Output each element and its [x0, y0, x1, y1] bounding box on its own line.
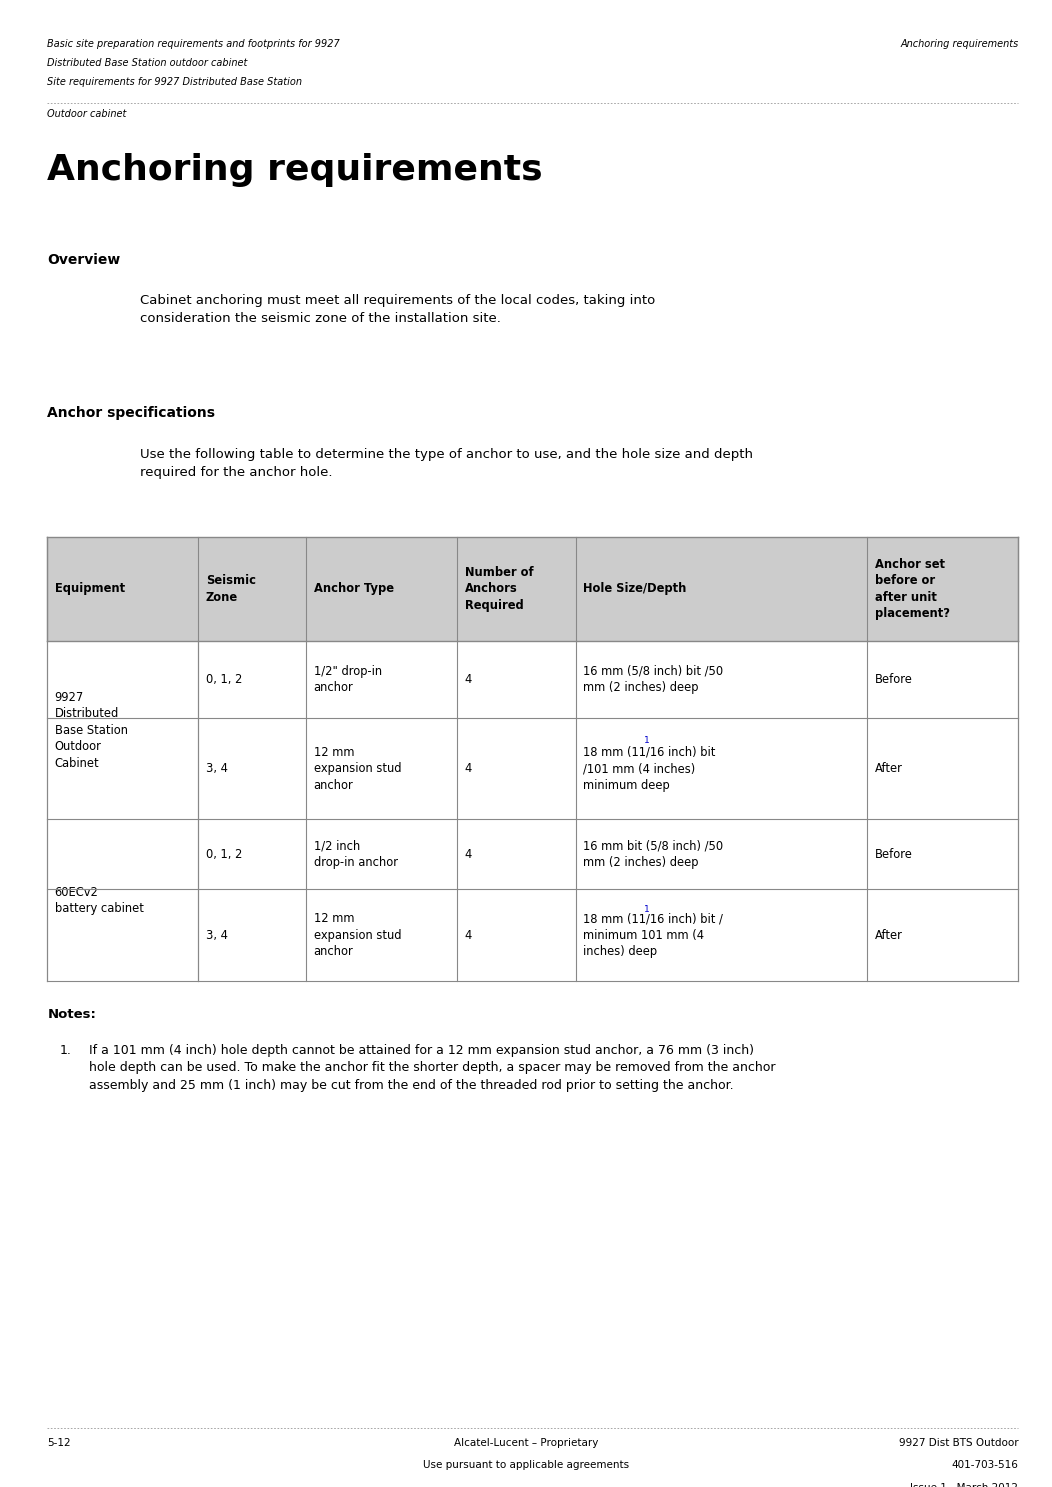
Bar — [47, 641, 199, 819]
Text: Outdoor cabinet: Outdoor cabinet — [47, 109, 126, 119]
Bar — [306, 641, 458, 718]
Bar — [576, 718, 867, 819]
Text: After: After — [874, 929, 903, 941]
Text: Notes:: Notes: — [47, 1008, 96, 1022]
Text: Anchor Type: Anchor Type — [313, 583, 393, 595]
Text: 9927 Dist BTS Outdoor: 9927 Dist BTS Outdoor — [898, 1438, 1018, 1448]
Text: Anchoring requirements: Anchoring requirements — [47, 153, 543, 187]
Bar — [199, 889, 306, 981]
Text: 18 mm (11/16 inch) bit /
minimum 101 mm (4
inches) deep: 18 mm (11/16 inch) bit / minimum 101 mm … — [584, 913, 723, 958]
Text: 16 mm (5/8 inch) bit /50
mm (2 inches) deep: 16 mm (5/8 inch) bit /50 mm (2 inches) d… — [584, 665, 724, 694]
Text: 4: 4 — [465, 929, 472, 941]
Text: Issue 1   March 2012: Issue 1 March 2012 — [910, 1483, 1018, 1487]
Text: 0, 1, 2: 0, 1, 2 — [206, 848, 242, 861]
Bar — [306, 718, 458, 819]
Text: Hole Size/Depth: Hole Size/Depth — [584, 583, 687, 595]
Text: 12 mm
expansion stud
anchor: 12 mm expansion stud anchor — [313, 913, 401, 958]
Text: 9927
Distributed
Base Station
Outdoor
Cabinet: 9927 Distributed Base Station Outdoor Ca… — [55, 690, 127, 770]
Text: Seismic
Zone: Seismic Zone — [206, 574, 256, 604]
Text: Cabinet anchoring must meet all requirements of the local codes, taking into
con: Cabinet anchoring must meet all requirem… — [140, 294, 655, 326]
Bar — [47, 537, 1018, 641]
Bar — [306, 819, 458, 889]
Text: Before: Before — [874, 848, 912, 861]
Text: 1/2" drop-in
anchor: 1/2" drop-in anchor — [313, 665, 382, 694]
Text: Use the following table to determine the type of anchor to use, and the hole siz: Use the following table to determine the… — [140, 448, 753, 479]
Bar — [576, 889, 867, 981]
Text: If a 101 mm (4 inch) hole depth cannot be attained for a 12 mm expansion stud an: If a 101 mm (4 inch) hole depth cannot b… — [89, 1044, 776, 1091]
Text: 4: 4 — [465, 674, 472, 686]
Text: Number of
Anchors
Required: Number of Anchors Required — [465, 567, 533, 611]
Text: 18 mm (11/16 inch) bit
/101 mm (4 inches)
minimum deep: 18 mm (11/16 inch) bit /101 mm (4 inches… — [584, 746, 715, 791]
Text: 16 mm bit (5/8 inch) /50
mm (2 inches) deep: 16 mm bit (5/8 inch) /50 mm (2 inches) d… — [584, 840, 724, 868]
Text: Anchoring requirements: Anchoring requirements — [901, 39, 1018, 49]
Text: Site requirements for 9927 Distributed Base Station: Site requirements for 9927 Distributed B… — [47, 77, 302, 88]
Bar — [867, 819, 1018, 889]
Text: Alcatel-Lucent – Proprietary: Alcatel-Lucent – Proprietary — [453, 1438, 599, 1448]
Bar — [576, 641, 867, 718]
Bar — [867, 889, 1018, 981]
Text: Anchor set
before or
after unit
placement?: Anchor set before or after unit placemen… — [874, 558, 950, 620]
Bar — [47, 819, 199, 981]
Text: Distributed Base Station outdoor cabinet: Distributed Base Station outdoor cabinet — [47, 58, 247, 68]
Text: 0, 1, 2: 0, 1, 2 — [206, 674, 242, 686]
Bar — [867, 641, 1018, 718]
Bar — [458, 641, 576, 718]
Text: Before: Before — [874, 674, 912, 686]
Text: 1.: 1. — [60, 1044, 72, 1057]
Bar — [199, 819, 306, 889]
Bar — [306, 889, 458, 981]
Text: 1: 1 — [644, 736, 650, 745]
Text: 5-12: 5-12 — [47, 1438, 70, 1448]
Text: 4: 4 — [465, 763, 472, 775]
Text: After: After — [874, 763, 903, 775]
Text: Basic site preparation requirements and footprints for 9927: Basic site preparation requirements and … — [47, 39, 340, 49]
Bar — [458, 889, 576, 981]
Text: Overview: Overview — [47, 253, 121, 266]
Text: Equipment: Equipment — [55, 583, 125, 595]
Text: 60ECv2
battery cabinet: 60ECv2 battery cabinet — [55, 886, 143, 915]
Bar — [458, 819, 576, 889]
Text: 12 mm
expansion stud
anchor: 12 mm expansion stud anchor — [313, 746, 401, 791]
Text: 3, 4: 3, 4 — [206, 929, 227, 941]
Bar — [867, 718, 1018, 819]
Text: 1/2 inch
drop-in anchor: 1/2 inch drop-in anchor — [313, 840, 398, 868]
Text: Anchor specifications: Anchor specifications — [47, 406, 216, 419]
Text: 3, 4: 3, 4 — [206, 763, 227, 775]
Text: 401-703-516: 401-703-516 — [951, 1460, 1018, 1471]
Bar — [458, 718, 576, 819]
Bar — [199, 718, 306, 819]
Text: 4: 4 — [465, 848, 472, 861]
Text: 1: 1 — [644, 906, 650, 915]
Bar — [199, 641, 306, 718]
Text: Use pursuant to applicable agreements: Use pursuant to applicable agreements — [423, 1460, 629, 1471]
Bar — [576, 819, 867, 889]
